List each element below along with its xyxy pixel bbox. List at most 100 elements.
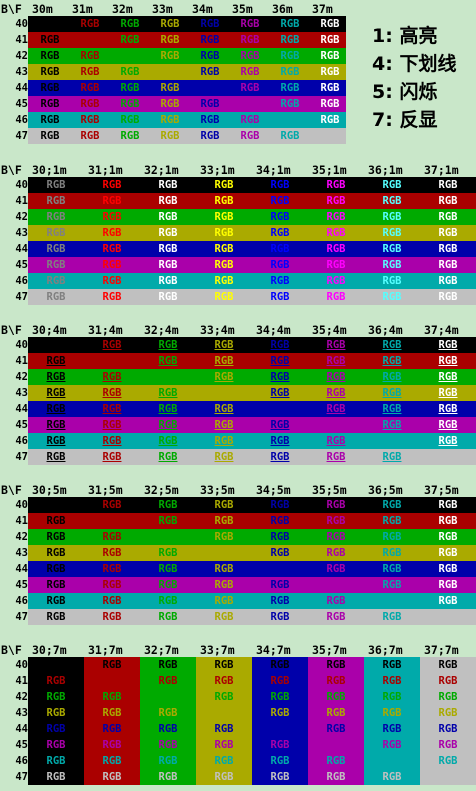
color-cell: RGB (120, 98, 140, 110)
color-cell: RGB (270, 339, 290, 351)
color-cell: RGB (438, 355, 458, 367)
color-cell: RGB (438, 291, 458, 303)
color-cell: RGB (214, 499, 234, 511)
legend-item-bold: 1: 高亮 (372, 25, 438, 47)
row-label: 43 (15, 707, 28, 719)
color-cell: RGB (308, 721, 364, 737)
row-label: 42 (15, 691, 28, 703)
color-cell: RGB (80, 18, 100, 30)
color-cell: RGB (364, 705, 420, 721)
color-cell: RGB (102, 595, 122, 607)
column-header: 37;7m (424, 643, 459, 657)
color-cell: RGB (240, 114, 260, 126)
color-cell: RGB (102, 579, 122, 591)
color-cell: RGB (84, 657, 140, 673)
color-cell: RGB (308, 657, 364, 673)
color-cell: RGB (382, 611, 402, 623)
row-background (28, 209, 476, 225)
column-header: 30;1m (32, 163, 67, 177)
column-header: 31;1m (88, 163, 123, 177)
color-cell: RGB (46, 211, 66, 223)
color-cell: RGB (158, 547, 178, 559)
color-cell: RGB (364, 737, 420, 753)
color-cell: RGB (102, 243, 122, 255)
row-background (28, 193, 476, 209)
column-header: 35;4m (312, 323, 347, 337)
color-cell: RGB (84, 753, 140, 769)
color-cell: RGB (270, 515, 290, 527)
column-header: 36m (272, 2, 293, 16)
row-label: 44 (15, 563, 28, 575)
row-background (28, 545, 476, 561)
color-cell: RGB (270, 179, 290, 191)
column-header: 33;7m (200, 643, 235, 657)
color-cell: RGB (214, 227, 234, 239)
color-cell: RGB (326, 563, 346, 575)
color-cell: RGB (46, 435, 66, 447)
color-cell: RGB (326, 611, 346, 623)
color-cell: RGB (214, 611, 234, 623)
color-cell: RGB (438, 515, 458, 527)
color-cell: RGB (308, 689, 364, 705)
color-cell: RGB (214, 531, 234, 543)
color-cell: RGB (320, 66, 340, 78)
row-background (28, 289, 476, 305)
row-label: 44 (15, 82, 28, 94)
color-cell (196, 385, 252, 401)
row-label: 43 (15, 547, 28, 559)
row-background (28, 257, 476, 273)
corner-label: B\F (1, 483, 22, 497)
color-cell: RGB (438, 563, 458, 575)
color-cell: RGB (158, 579, 178, 591)
color-cell: RGB (270, 243, 290, 255)
column-header: 32;5m (144, 483, 179, 497)
row-background (28, 80, 346, 96)
column-header: 35;7m (312, 643, 347, 657)
row-background (28, 353, 476, 369)
color-cell: RGB (252, 657, 308, 673)
color-cell: RGB (326, 243, 346, 255)
color-cell: RGB (280, 130, 300, 142)
color-cell: RGB (270, 435, 290, 447)
column-header: 31;5m (88, 483, 123, 497)
color-cell: RGB (214, 419, 234, 431)
column-header: 33;1m (200, 163, 235, 177)
color-cell: RGB (270, 499, 290, 511)
color-cell (420, 769, 476, 785)
color-cell: RGB (382, 531, 402, 543)
color-cell: RGB (214, 435, 234, 447)
row-background (28, 64, 346, 80)
color-cell: RGB (158, 211, 178, 223)
color-cell: RGB (214, 563, 234, 575)
row-background (28, 433, 476, 449)
color-cell: RGB (40, 98, 60, 110)
color-cell: RGB (270, 291, 290, 303)
color-cell: RGB (214, 451, 234, 463)
color-cell: RGB (270, 195, 290, 207)
column-header: 32;1m (144, 163, 179, 177)
color-cell: RGB (158, 259, 178, 271)
row-label: 46 (15, 595, 28, 607)
row-label: 40 (15, 659, 28, 671)
column-header: 32;4m (144, 323, 179, 337)
color-cell: RGB (438, 499, 458, 511)
color-cell: RGB (80, 98, 100, 110)
row-label: 40 (15, 499, 28, 511)
color-cell: RGB (438, 227, 458, 239)
color-cell: RGB (46, 355, 66, 367)
color-cell: RGB (28, 705, 84, 721)
row-label: 44 (15, 723, 28, 735)
color-cell: RGB (120, 18, 140, 30)
column-header: 36;5m (368, 483, 403, 497)
color-cell: RGB (270, 531, 290, 543)
corner-label: B\F (1, 643, 22, 657)
row-label: 41 (15, 195, 28, 207)
color-cell: RGB (326, 339, 346, 351)
color-cell (252, 561, 308, 577)
color-cell: RGB (270, 275, 290, 287)
color-cell: RGB (270, 387, 290, 399)
row-background (28, 96, 346, 112)
color-cell: RGB (270, 419, 290, 431)
color-cell: RGB (326, 595, 346, 607)
row-label: 40 (15, 339, 28, 351)
